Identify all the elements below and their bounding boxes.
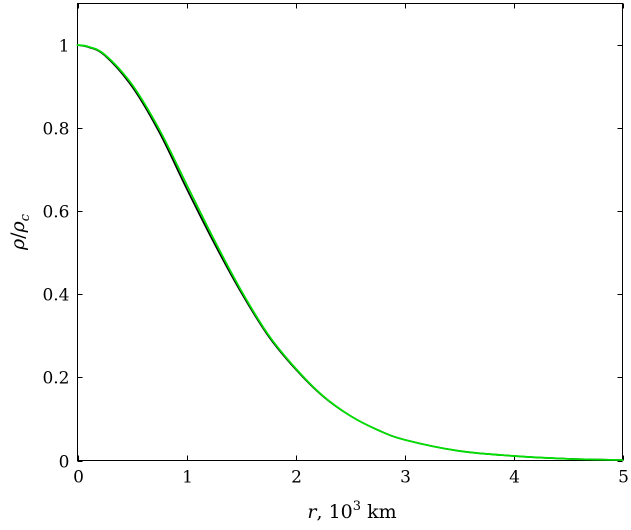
plot-frame bbox=[77, 3, 623, 461]
y-tick-label: 0 bbox=[59, 453, 70, 473]
series-line-2 bbox=[76, 44, 624, 461]
y-axis-title: ρ/ρc bbox=[7, 213, 33, 251]
x-axis-title-mid: , 10 bbox=[316, 501, 352, 523]
x-tick-label: 4 bbox=[509, 468, 520, 488]
y-tick-label: 1 bbox=[59, 37, 70, 57]
axis-tick-labels: 0 1 2 3 4 5 0 0.2 0.4 0.6 0.8 1 bbox=[42, 37, 628, 488]
y-tick-label: 0.6 bbox=[42, 203, 69, 223]
series-layer bbox=[76, 44, 624, 461]
x-tick-label: 0 bbox=[73, 468, 84, 488]
x-axis-title-unit: km bbox=[361, 501, 397, 523]
x-tick-label: 2 bbox=[291, 468, 302, 488]
series-line-1 bbox=[76, 44, 624, 461]
y-axis-title-num: ρ bbox=[7, 238, 29, 251]
y-tick-label: 0.4 bbox=[42, 286, 69, 306]
x-tick-label: 1 bbox=[182, 468, 193, 488]
x-tick-label: 5 bbox=[618, 468, 629, 488]
y-axis-title-slash: / bbox=[7, 232, 29, 239]
x-tick-label: 3 bbox=[400, 468, 411, 488]
x-axis-title-sup: 3 bbox=[353, 499, 361, 514]
y-tick-label: 0.8 bbox=[42, 120, 69, 140]
x-axis-title: r, 103 km bbox=[307, 499, 396, 523]
y-tick-label: 0.2 bbox=[42, 369, 69, 389]
x-axis-title-var: r bbox=[307, 501, 318, 523]
y-axis-title-den: ρ bbox=[7, 220, 29, 233]
y-axis-title-sub: c bbox=[18, 213, 33, 221]
axis-ticks bbox=[77, 3, 624, 462]
